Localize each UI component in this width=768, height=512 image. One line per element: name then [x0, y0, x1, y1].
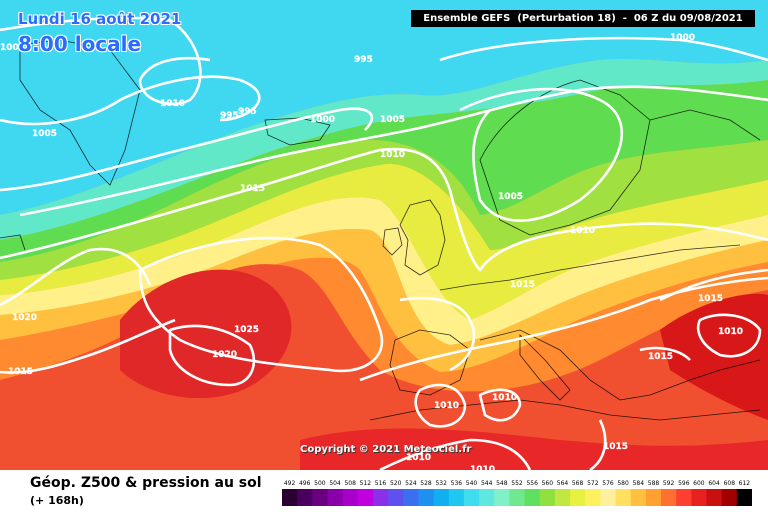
legend-tick-label: 516 [375, 480, 387, 487]
legend-tick-label: 548 [496, 480, 508, 487]
forecast-time: 8:00 locale [18, 32, 141, 56]
legend-swatch [737, 489, 752, 506]
legend-tick-label: 512 [360, 480, 372, 487]
legend-swatch [631, 489, 647, 506]
isobar-label: 1015 [603, 442, 628, 452]
legend-swatch [282, 489, 298, 506]
legend-tick-label: 556 [526, 480, 538, 487]
legend-tick-label: 492 [284, 480, 296, 487]
legend-swatch [297, 489, 313, 506]
legend-swatch [312, 489, 328, 506]
isobar-label: 1005 [498, 192, 523, 202]
legend-tick-label: 540 [466, 480, 478, 487]
legend-tick-label: 608 [724, 480, 736, 487]
legend-swatch [722, 489, 738, 506]
legend-swatch [570, 489, 586, 506]
legend-tick-label: 584 [633, 480, 645, 487]
isobar-label: 1015 [698, 294, 723, 304]
forecast-date: Lundi 16 août 2021 [18, 10, 181, 28]
color-scale-legend: 4924965005045085125165205245285325365405… [282, 478, 752, 508]
legend-swatch [403, 489, 419, 506]
legend-tick-label: 500 [314, 480, 326, 487]
model-run-label: Ensemble GEFS (Perturbation 18) - 06 Z d… [411, 10, 755, 27]
isobar-label: 1000 [310, 115, 335, 125]
isobar-label: 995 [354, 55, 373, 65]
legend-tick-label: 588 [648, 480, 660, 487]
legend-swatch [343, 489, 359, 506]
footer-bar: Géop. Z500 & pression au sol (+ 168h) 49… [0, 470, 768, 512]
legend-swatch [646, 489, 662, 506]
legend-tick-label: 520 [390, 480, 402, 487]
legend-tick-label: 612 [739, 480, 751, 487]
legend-tick-label: 564 [557, 480, 569, 487]
legend-tick-label: 504 [329, 480, 341, 487]
isobar-label: 1015 [648, 352, 673, 362]
copyright-text: Copyright © 2021 Meteociel.fr [300, 444, 471, 455]
legend-tick-label: 560 [542, 480, 554, 487]
legend-swatch [585, 489, 601, 506]
isobar-label: 1025 [234, 325, 259, 335]
isobar-label: 1015 [510, 280, 535, 290]
legend-swatch [525, 489, 541, 506]
isobar-label: 1005 [380, 115, 405, 125]
legend-swatch [434, 489, 450, 506]
isobar-label: 1010 [718, 327, 743, 337]
legend-swatch [419, 489, 435, 506]
isobar-label: 1020 [12, 313, 37, 323]
geopotential-map: 1005 995 1010 995 995 1005 1000 1005 101… [0, 0, 768, 470]
isobar-label: 1020 [212, 350, 237, 360]
legend-tick-label: 592 [663, 480, 675, 487]
isobar-label: 995 [220, 111, 239, 121]
legend-swatch [449, 489, 465, 506]
forecast-lead-time: (+ 168h) [30, 494, 84, 507]
legend-tick-label: 532 [435, 480, 447, 487]
legend-swatch [494, 489, 510, 506]
legend-tick-label: 508 [344, 480, 356, 487]
legend-swatch [616, 489, 632, 506]
isobar-label: 1010 [434, 401, 459, 411]
legend-tick-label: 528 [420, 480, 432, 487]
legend-swatch [600, 489, 616, 506]
legend-swatch [479, 489, 495, 506]
legend-tick-label: 596 [678, 480, 690, 487]
legend-tick-label: 568 [572, 480, 584, 487]
legend-tick-label: 604 [708, 480, 720, 487]
legend-swatch [373, 489, 389, 506]
legend-tick-label: 524 [405, 480, 417, 487]
legend-tick-label: 552 [511, 480, 523, 487]
isobar-label: 1015 [8, 367, 33, 377]
legend-swatch [555, 489, 571, 506]
isobar-label: 1010 [160, 99, 185, 109]
legend-swatch [661, 489, 677, 506]
isobar-label: 1015 [240, 184, 265, 194]
legend-swatch [691, 489, 707, 506]
isobar-label: 1000 [670, 33, 695, 43]
isobar-label: 1010 [570, 226, 595, 236]
legend-swatch [540, 489, 556, 506]
legend-tick-label: 496 [299, 480, 311, 487]
isobar-label: 995 [238, 107, 257, 117]
legend-tick-label: 576 [602, 480, 614, 487]
legend-swatch [358, 489, 374, 506]
isobar-label: 1010 [492, 393, 517, 403]
legend-tick-label: 544 [481, 480, 493, 487]
legend-swatch [388, 489, 404, 506]
legend-swatch [509, 489, 525, 506]
field-title: Géop. Z500 & pression au sol [30, 475, 262, 491]
isobar-label: 1010 [380, 150, 405, 160]
legend-tick-label: 600 [693, 480, 705, 487]
legend-swatch [328, 489, 344, 506]
legend-swatch [676, 489, 692, 506]
legend-tick-label: 536 [451, 480, 463, 487]
legend-swatch [707, 489, 723, 506]
isobar-label: 1005 [32, 129, 57, 139]
legend-tick-label: 580 [617, 480, 629, 487]
legend-tick-label: 572 [587, 480, 599, 487]
legend-swatch [464, 489, 480, 506]
